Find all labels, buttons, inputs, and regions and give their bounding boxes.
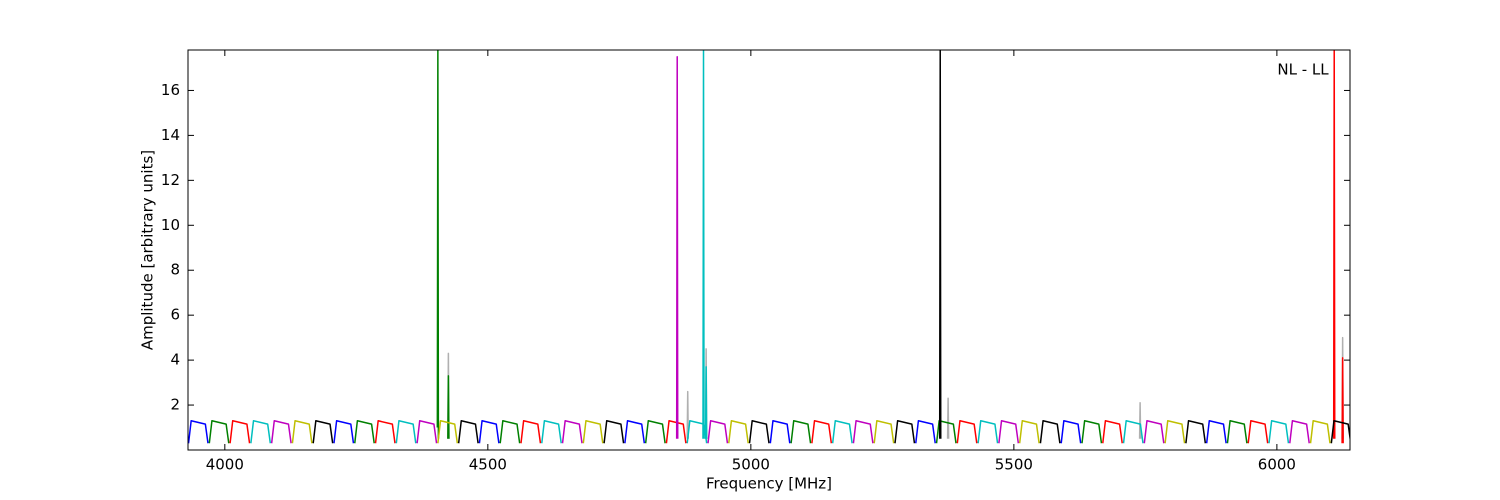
y-tick-label: 4 (170, 351, 180, 369)
y-tick-label: 16 (161, 81, 180, 99)
axes-frame (187, 49, 1351, 451)
y-axis-label: Amplitude [arbitrary units] (139, 150, 157, 350)
data-line (270, 55, 1310, 444)
annotation: NL - LL (1277, 61, 1329, 79)
data-line (447, 336, 1344, 439)
x-tick-label: 5000 (732, 456, 770, 474)
y-tick-label: 8 (170, 261, 180, 279)
x-axis-label: Frequency [MHz] (706, 475, 832, 493)
plot-area (188, 50, 1350, 444)
y-tick-label: 12 (161, 171, 180, 189)
data-line (291, 420, 1331, 444)
y-tick-label: 10 (161, 216, 180, 234)
data-line (312, 50, 1350, 444)
data-line (250, 50, 1290, 444)
x-tick-label: 6000 (1258, 456, 1296, 474)
y-tick-label: 2 (170, 396, 180, 414)
data-line (208, 50, 1248, 444)
x-tick-label: 5500 (995, 456, 1033, 474)
x-tick-label: 4500 (469, 456, 507, 474)
y-tick-label: 14 (161, 126, 180, 144)
x-tick-label: 4000 (206, 456, 244, 474)
data-line (188, 420, 1227, 444)
y-tick-label: 6 (170, 306, 180, 324)
